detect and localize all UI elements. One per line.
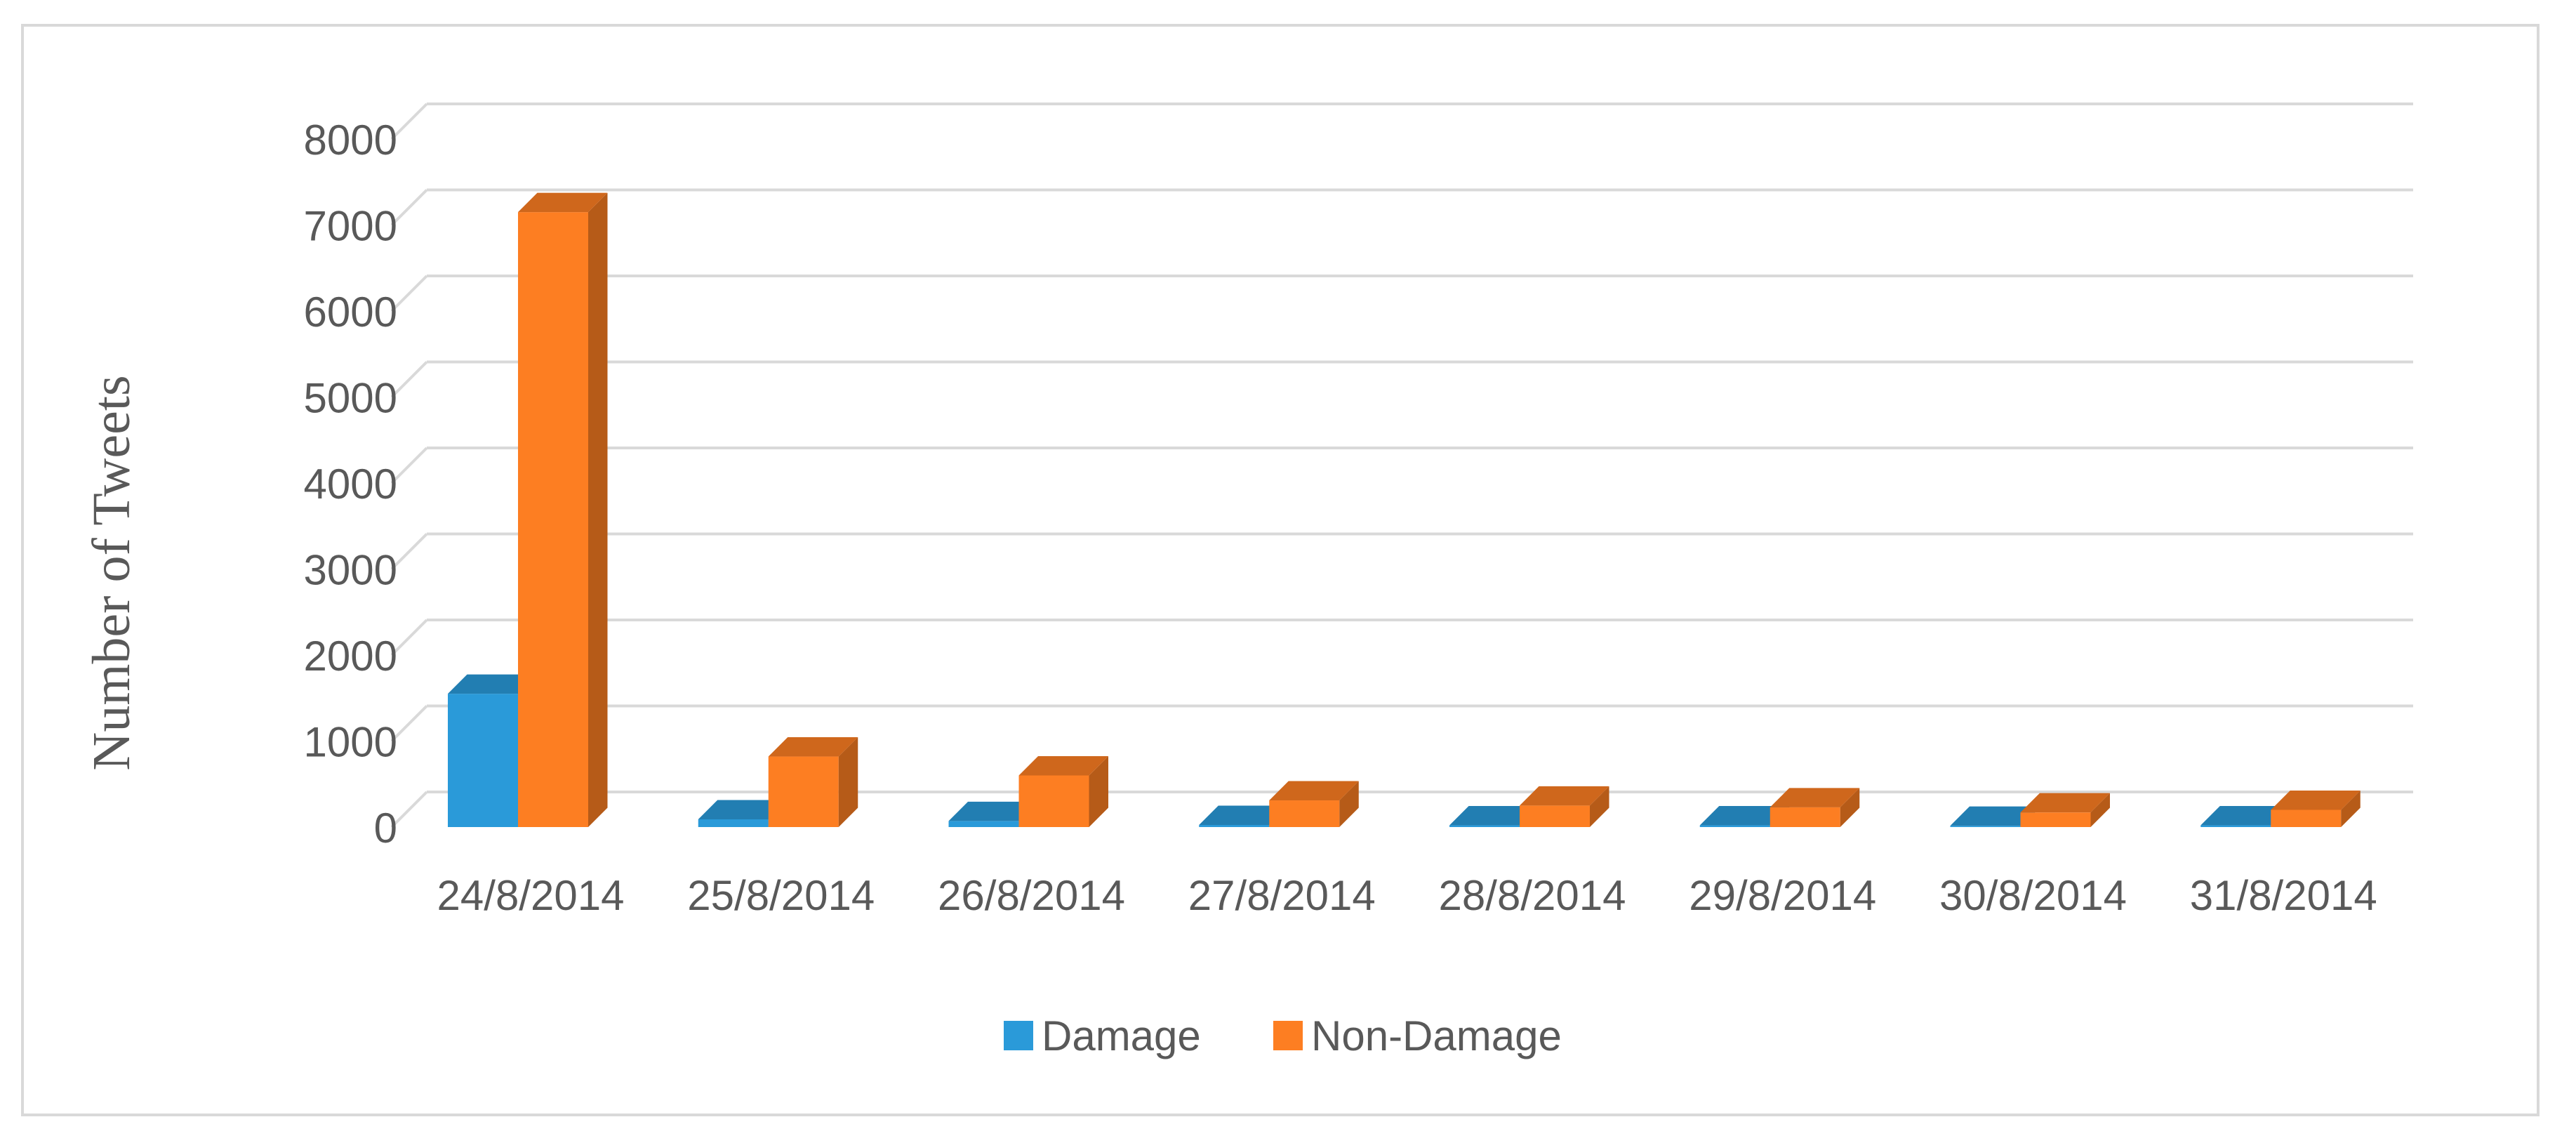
y-axis-title: Number of Tweets bbox=[82, 375, 141, 770]
bar-front bbox=[1699, 825, 1770, 827]
bar-top bbox=[2271, 791, 2361, 810]
bar-top bbox=[768, 737, 858, 757]
bar-top bbox=[698, 800, 788, 819]
bar-top bbox=[1018, 756, 1108, 776]
x-tick-labels: 24/8/2014 25/8/2014 26/8/2014 27/8/2014 28/8… bbox=[437, 872, 2377, 919]
legend-label: Damage bbox=[1042, 1012, 1201, 1059]
bar-non-damage bbox=[1770, 788, 1860, 827]
y-tick-labels: 0 1000 2000 3000 4000 5000 6000 7000 8000 bbox=[304, 117, 397, 852]
bar-front bbox=[1950, 826, 2021, 827]
bar-non-damage bbox=[2271, 791, 2361, 827]
bar-front bbox=[1770, 807, 1840, 827]
bar-side bbox=[2341, 791, 2361, 827]
chart-frame: 0 1000 2000 3000 4000 5000 6000 7000 8000 24/8/2… bbox=[21, 24, 2540, 1116]
y-tick-label: 3000 bbox=[304, 547, 397, 594]
y-tick-label: 8000 bbox=[304, 117, 397, 164]
bar-front bbox=[2200, 825, 2271, 827]
legend-item-damage: Damage bbox=[1004, 1012, 1201, 1059]
gridline-depth bbox=[390, 103, 428, 140]
y-tick-label: 5000 bbox=[304, 375, 397, 422]
y-tick-label: 2000 bbox=[304, 633, 397, 680]
bar-top bbox=[1199, 805, 1289, 825]
bar-top bbox=[1770, 788, 1860, 807]
bar-front bbox=[518, 212, 588, 827]
gridline-depth bbox=[390, 189, 428, 226]
bar-front bbox=[698, 819, 769, 827]
gridlines bbox=[390, 103, 2413, 828]
bar-front bbox=[1199, 824, 1270, 827]
legend-item-non-damage: Non-Damage bbox=[1273, 1012, 1562, 1059]
gridline-depth bbox=[390, 791, 428, 828]
bar-non-damage bbox=[1269, 781, 1359, 827]
bar-top bbox=[448, 674, 538, 694]
x-tick-label: 27/8/2014 bbox=[1188, 872, 1376, 919]
bar-front bbox=[2271, 810, 2342, 827]
x-tick-label: 24/8/2014 bbox=[437, 872, 625, 919]
y-tick-label: 0 bbox=[374, 805, 397, 852]
legend-swatch bbox=[1004, 1021, 1033, 1050]
gridline-depth bbox=[390, 619, 428, 656]
gridline-depth bbox=[390, 361, 428, 398]
y-tick-label: 1000 bbox=[304, 719, 397, 766]
bar-top bbox=[1449, 806, 1539, 826]
bar-non-damage bbox=[768, 737, 858, 827]
gridline-depth bbox=[390, 275, 428, 312]
x-tick-label: 29/8/2014 bbox=[1689, 872, 1876, 919]
y-tick-label: 7000 bbox=[304, 203, 397, 250]
bar-front bbox=[1269, 800, 1340, 827]
bar-front bbox=[1018, 775, 1089, 827]
gridline-depth bbox=[390, 533, 428, 570]
x-tick-label: 31/8/2014 bbox=[2190, 872, 2377, 919]
bar-front bbox=[1520, 805, 1590, 827]
bar-side bbox=[1590, 786, 1609, 827]
legend-label: Non-Damage bbox=[1311, 1012, 1562, 1059]
bar-front bbox=[1449, 825, 1520, 827]
bar-non-damage bbox=[518, 192, 608, 827]
bar-top bbox=[1269, 781, 1359, 801]
gridline-depth bbox=[390, 705, 428, 742]
x-tick-label: 30/8/2014 bbox=[1939, 872, 2127, 919]
legend: Damage Non-Damage bbox=[1004, 1012, 1562, 1059]
bar-front bbox=[768, 756, 839, 827]
bars bbox=[448, 192, 2361, 827]
bar-non-damage bbox=[1520, 786, 1609, 827]
bar-front bbox=[2020, 812, 2091, 827]
x-tick-label: 28/8/2014 bbox=[1439, 872, 1626, 919]
bar-top bbox=[1699, 806, 1790, 826]
bar-top bbox=[1950, 806, 2040, 826]
bar-non-damage bbox=[2020, 793, 2110, 827]
y-tick-label: 6000 bbox=[304, 289, 397, 336]
bar-side bbox=[588, 192, 608, 827]
bar-top bbox=[1520, 786, 1609, 806]
bar-side bbox=[1339, 781, 1359, 827]
bar-front bbox=[948, 821, 1019, 827]
bar-top bbox=[2200, 806, 2290, 826]
bar-side bbox=[838, 737, 858, 827]
bar-top bbox=[948, 801, 1038, 821]
y-tick-label: 4000 bbox=[304, 461, 397, 508]
legend-swatch bbox=[1273, 1021, 1303, 1050]
bar-side bbox=[2090, 793, 2110, 827]
bar-front bbox=[448, 694, 518, 827]
bar-non-damage bbox=[1018, 756, 1108, 827]
gridline-depth bbox=[390, 447, 428, 484]
bar-top bbox=[2020, 793, 2110, 813]
bar-top bbox=[518, 192, 608, 213]
x-tick-label: 26/8/2014 bbox=[938, 872, 1125, 919]
bar-side bbox=[1089, 756, 1108, 827]
bar-side bbox=[1840, 788, 1860, 827]
x-tick-label: 25/8/2014 bbox=[687, 872, 875, 919]
bar-chart: 0 1000 2000 3000 4000 5000 6000 7000 8000 24/8/2… bbox=[82, 103, 2413, 1059]
